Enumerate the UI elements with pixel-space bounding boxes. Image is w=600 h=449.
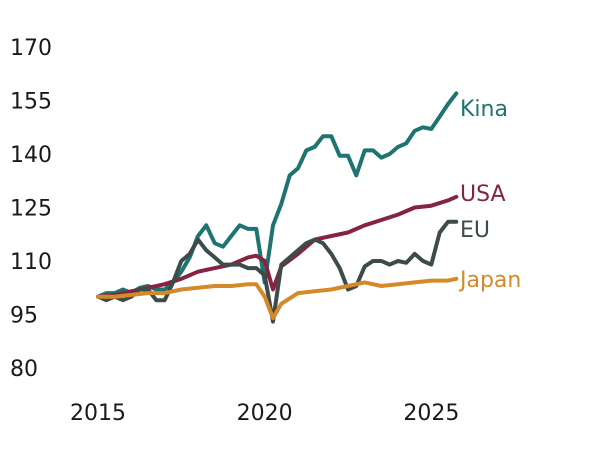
series-labels: Kina USA EU Japan	[458, 97, 521, 293]
y-tick-label: 95	[10, 304, 38, 329]
x-axis-tick-labels: 2015 2020 2025	[70, 401, 459, 426]
y-tick-label: 155	[10, 90, 52, 115]
series-lines	[96, 91, 459, 324]
series-line-usa	[96, 194, 459, 299]
x-tick-label: 2020	[237, 401, 293, 426]
y-tick-label: 110	[10, 250, 52, 275]
y-axis-tick-labels: 170 155 140 125 110 95 80	[10, 36, 52, 382]
series-line-kina	[96, 91, 459, 299]
series-line-eu	[96, 219, 459, 324]
series-label-japan: Japan	[458, 268, 521, 293]
y-tick-label: 125	[10, 197, 52, 222]
x-tick-label: 2025	[403, 401, 459, 426]
x-tick-label: 2015	[70, 401, 126, 426]
y-tick-label: 170	[10, 36, 52, 61]
series-label-usa: USA	[460, 182, 506, 207]
series-label-eu: EU	[460, 218, 490, 243]
series-label-kina: Kina	[460, 97, 508, 122]
y-tick-label: 80	[10, 357, 38, 382]
series-line-japan	[96, 276, 459, 321]
y-tick-label: 140	[10, 143, 52, 168]
